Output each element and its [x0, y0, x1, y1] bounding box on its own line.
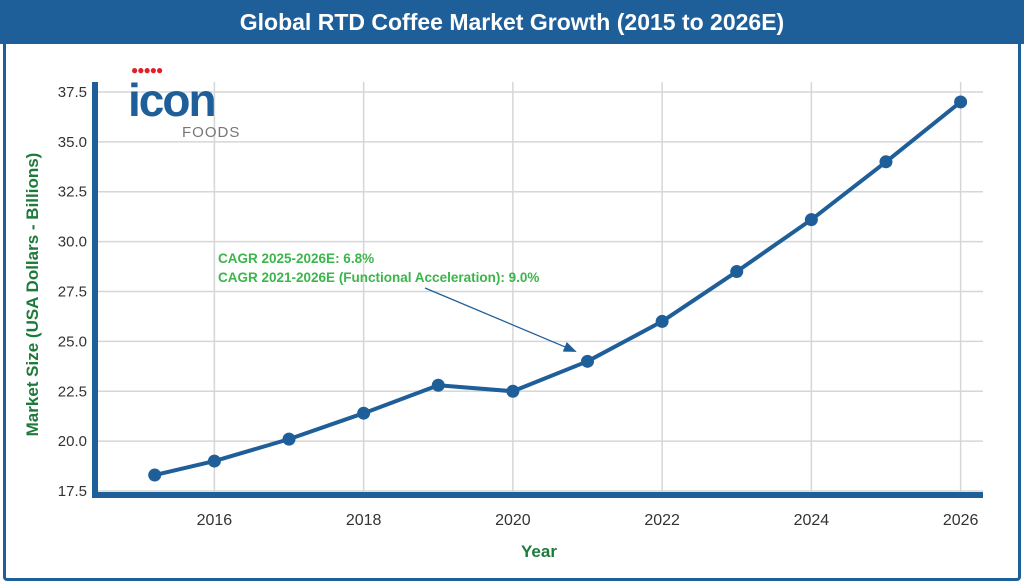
x-tick-label: 2026 [943, 512, 979, 529]
x-tick-label: 2024 [794, 512, 830, 529]
y-tick-label: 27.5 [58, 283, 87, 300]
icon-foods-logo: ●●●●● icon FOODS [128, 64, 248, 144]
annotation-text: CAGR 2021-2026E (Functional Acceleration… [218, 270, 539, 285]
chart-title: Global RTD Coffee Market Growth (2015 to… [0, 0, 1024, 44]
x-tick-label: 2016 [197, 512, 233, 529]
annotation-arrow [424, 287, 577, 352]
logo-sub: FOODS [182, 124, 241, 141]
data-point [282, 432, 296, 446]
data-point [954, 95, 968, 109]
y-tick-label: 25.0 [58, 333, 87, 350]
data-point [655, 314, 669, 328]
annotation-text: CAGR 2025-2026E: 6.8% [218, 251, 374, 266]
data-point [879, 155, 893, 169]
data-series-line [154, 100, 962, 477]
data-point [730, 265, 744, 279]
y-axis-label: Market Size (USA Dollars - Billions) [23, 153, 42, 437]
data-point [431, 378, 445, 392]
y-tick-label: 17.5 [58, 483, 87, 500]
data-point [148, 468, 162, 482]
x-axis-label: Year [521, 542, 557, 561]
x-tick-label: 2022 [644, 512, 680, 529]
data-point [506, 384, 520, 398]
data-point [207, 454, 221, 468]
y-tick-label: 37.5 [58, 84, 87, 101]
data-point [581, 354, 595, 368]
data-point [804, 213, 818, 227]
y-tick-label: 22.5 [58, 383, 87, 400]
logo-word: icon [128, 74, 217, 126]
y-tick-label: 30.0 [58, 234, 87, 251]
y-tick-label: 20.0 [58, 433, 87, 450]
y-tick-label: 32.5 [58, 184, 87, 201]
x-tick-label: 2018 [346, 512, 382, 529]
x-tick-label: 2020 [495, 512, 531, 529]
logo-dots: ●●●●● [131, 63, 163, 77]
y-tick-label: 35.0 [58, 134, 87, 151]
data-point [357, 406, 371, 420]
